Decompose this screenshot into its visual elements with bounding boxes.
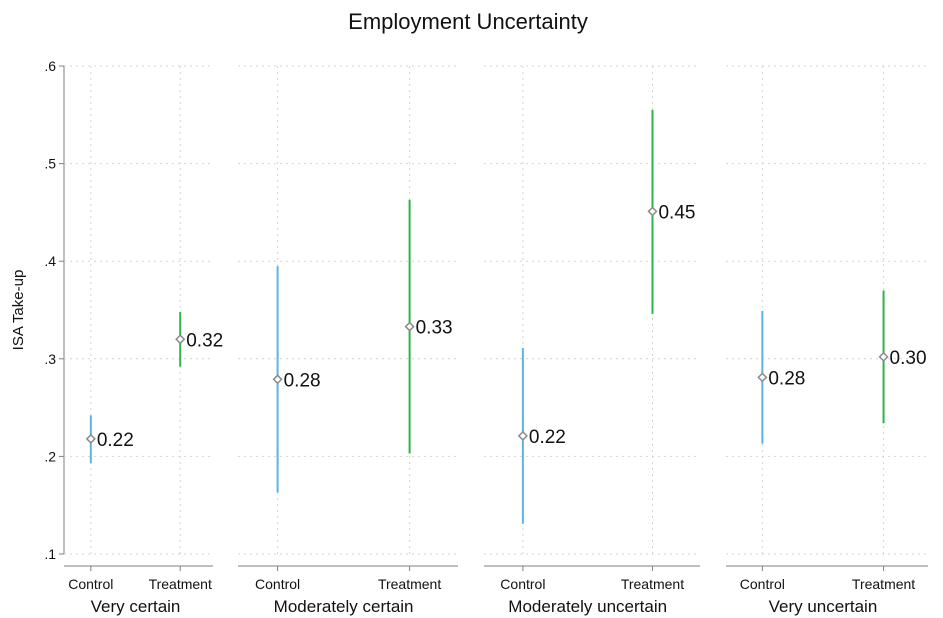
x-tick-label: Control bbox=[255, 576, 300, 592]
x-tick-label: Control bbox=[740, 576, 785, 592]
point-marker-control bbox=[517, 430, 528, 441]
panel-1: Control Treatment Moderately certain 0.28 0.… bbox=[238, 65, 458, 616]
panel-3: Control Treatment Very uncertain 0.28 0.30 bbox=[726, 65, 928, 616]
panel-label: Very certain bbox=[91, 597, 181, 616]
y-tick-label: .3 bbox=[44, 351, 56, 367]
x-tick-label: Treatment bbox=[621, 576, 684, 592]
y-tick-label: .1 bbox=[44, 546, 56, 562]
value-label: 0.28 bbox=[768, 368, 805, 389]
panel-label: Moderately uncertain bbox=[508, 597, 667, 616]
x-tick-label: Treatment bbox=[378, 576, 441, 592]
y-tick-label: .6 bbox=[44, 58, 56, 74]
value-label: 0.32 bbox=[186, 330, 223, 351]
x-tick-label: Control bbox=[500, 576, 545, 592]
panel-label: Moderately certain bbox=[274, 597, 414, 616]
point-marker-treatment bbox=[647, 206, 658, 217]
point-marker-control bbox=[85, 433, 96, 444]
point-marker-treatment bbox=[878, 351, 889, 362]
point-marker-control bbox=[272, 374, 283, 385]
panel-2: Control Treatment Moderately uncertain 0.22… bbox=[484, 65, 700, 616]
value-label: 0.33 bbox=[416, 318, 453, 339]
value-label: 0.28 bbox=[284, 370, 321, 391]
y-tick-label: .2 bbox=[44, 448, 56, 464]
value-label: 0.22 bbox=[97, 430, 134, 451]
y-tick-label: .4 bbox=[44, 253, 56, 269]
value-label: 0.45 bbox=[658, 202, 695, 223]
panel-label: Very uncertain bbox=[769, 597, 878, 616]
chart-title: Employment Uncertainty bbox=[348, 9, 588, 34]
point-marker-treatment bbox=[175, 334, 186, 345]
y-axis-label: ISA Take-up bbox=[10, 270, 27, 351]
point-marker-treatment bbox=[404, 321, 415, 332]
y-tick-label: .5 bbox=[44, 156, 56, 172]
point-marker-control bbox=[757, 372, 768, 383]
x-tick-label: Treatment bbox=[149, 576, 212, 592]
x-tick-label: Control bbox=[68, 576, 113, 592]
plot-area: .1 .2 .3 .4 .5 .6 Control Treatment Very certain… bbox=[44, 58, 928, 616]
x-tick-label: Treatment bbox=[852, 576, 915, 592]
value-label: 0.30 bbox=[890, 348, 927, 369]
value-label: 0.22 bbox=[529, 427, 566, 448]
panel-0: Control Treatment Very certain 0.22 0.32 bbox=[64, 65, 223, 616]
